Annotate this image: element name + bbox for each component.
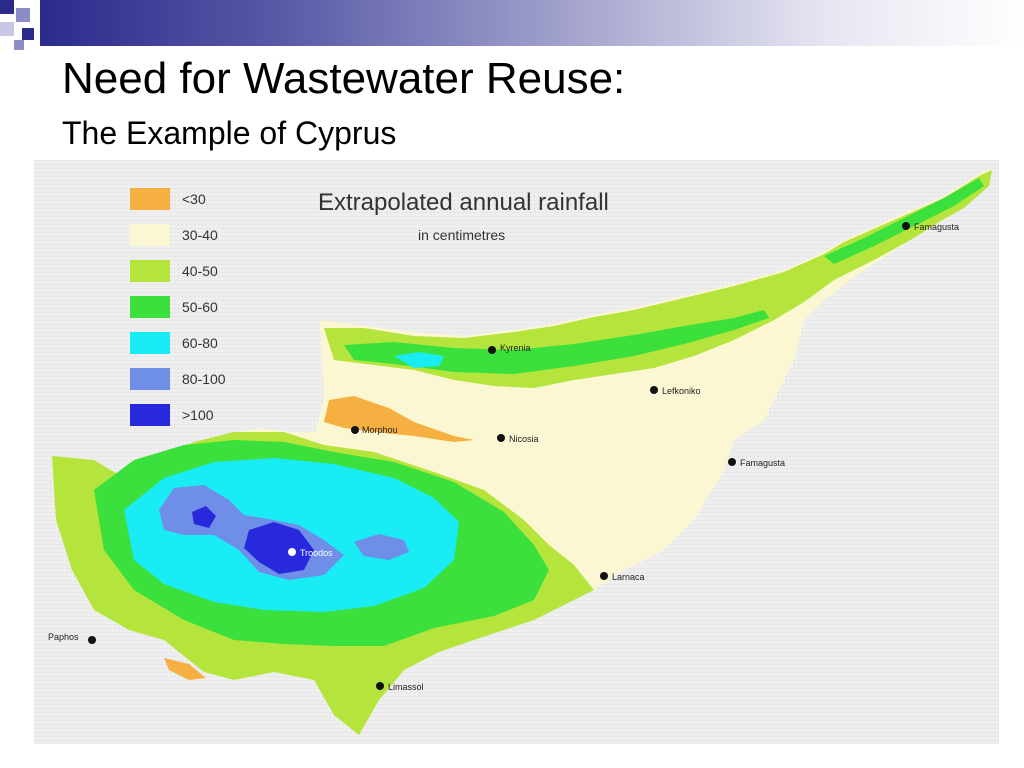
rainfall-map: <30 30-40 40-50 50-60 60-80 80-100 >100 …: [34, 160, 999, 744]
map-subtitle: in centimetres: [418, 227, 505, 243]
legend-label-3: 50-60: [182, 299, 218, 315]
city-dot-limassol: [376, 682, 384, 690]
decor-square-4: [22, 28, 34, 40]
slide-title: Need for Wastewater Reuse:: [62, 54, 626, 103]
legend-swatch-6: [130, 404, 170, 426]
legend-label-2: 40-50: [182, 263, 218, 279]
decor-square-5: [14, 40, 24, 50]
city-dot-nicosia: [497, 434, 505, 442]
legend-swatch-0: [130, 188, 170, 210]
city-label-morphou: Morphou: [362, 425, 398, 435]
zone-50-60-north: [344, 310, 769, 374]
map-title: Extrapolated annual rainfall: [318, 189, 609, 216]
legend-swatch-1: [130, 224, 170, 246]
map-legend: <30 30-40 40-50 50-60 60-80 80-100 >100: [130, 188, 226, 426]
city-label-larnaca: Larnaca: [612, 572, 645, 582]
legend-swatch-3: [130, 296, 170, 318]
legend-label-1: 30-40: [182, 227, 218, 243]
city-label-nicosia: Nicosia: [509, 434, 539, 444]
zone-50-60-east: [824, 178, 984, 264]
city-dot-lefkoniko: [650, 386, 658, 394]
city-label-famagusta-bay: Famagusta: [740, 458, 785, 468]
city-markers: Famagusta Kyrenia Morphou Nicosia Lefkon…: [48, 222, 959, 692]
title-decoration-bar: [0, 0, 1024, 50]
legend-label-5: 80-100: [182, 371, 226, 387]
decor-square-3: [0, 22, 14, 36]
decor-square-1: [0, 0, 14, 14]
city-dot-paphos: [88, 636, 96, 644]
legend-label-0: <30: [182, 191, 206, 207]
city-label-paphos: Paphos: [48, 632, 79, 642]
city-label-lefkoniko: Lefkoniko: [662, 386, 701, 396]
legend-swatch-4: [130, 332, 170, 354]
city-label-kyrenia: Kyrenia: [500, 343, 531, 353]
city-dot-kyrenia: [488, 346, 496, 354]
legend-swatch-5: [130, 368, 170, 390]
zone-60-80-north: [394, 352, 444, 368]
zone-under-30-morphou: [324, 396, 474, 442]
zone-80-100-east: [354, 534, 409, 560]
decor-square-2: [16, 8, 30, 22]
legend-label-6: >100: [182, 407, 214, 423]
city-dot-famagusta-bay: [728, 458, 736, 466]
gradient-bar: [40, 0, 1024, 46]
city-dot-famagusta: [902, 222, 910, 230]
zone-over-100-troodos: [244, 522, 314, 574]
legend-swatch-2: [130, 260, 170, 282]
city-label-famagusta: Famagusta: [914, 222, 959, 232]
city-label-limassol: Limassol: [388, 682, 424, 692]
city-dot-morphou: [351, 426, 359, 434]
slide-subtitle: The Example of Cyprus: [62, 115, 397, 151]
city-dot-troodos: [288, 548, 296, 556]
city-label-troodos: Troodos: [300, 548, 333, 558]
legend-label-4: 60-80: [182, 335, 218, 351]
zone-over-100-west: [192, 506, 216, 528]
zone-under-30-south: [164, 658, 206, 680]
city-dot-larnaca: [600, 572, 608, 580]
